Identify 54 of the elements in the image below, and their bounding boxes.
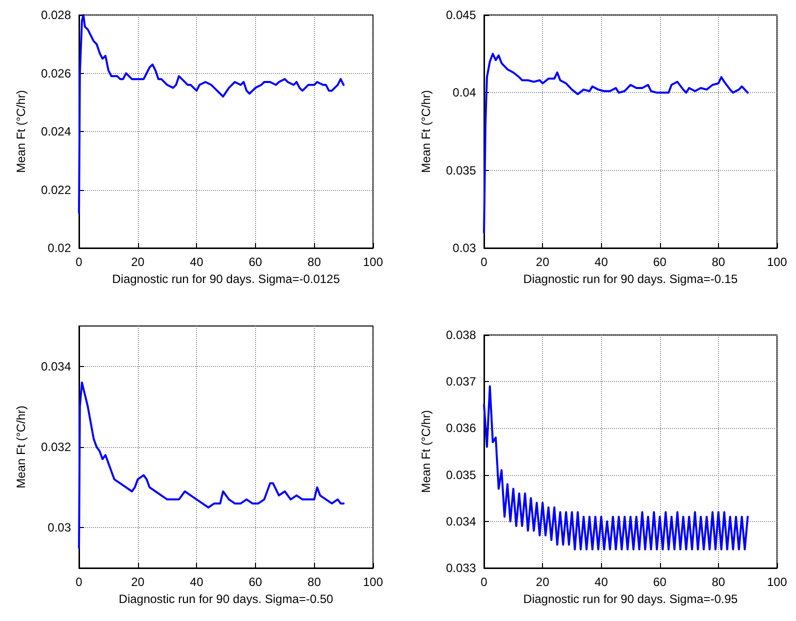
x-tick-label: 60 bbox=[653, 575, 667, 589]
x-tick-label: 20 bbox=[131, 255, 145, 269]
x-tick-label: 80 bbox=[308, 255, 322, 269]
y-tick-label: 0.02 bbox=[48, 241, 72, 255]
x-tick-label: 80 bbox=[308, 575, 322, 589]
line-series bbox=[78, 14, 345, 214]
y-tick-label: 0.034 bbox=[40, 359, 72, 374]
y-tick-label: 0.028 bbox=[40, 8, 72, 22]
y-axis-title: Mean Ft (°C/hr) bbox=[14, 406, 28, 488]
line-series bbox=[483, 385, 749, 550]
x-tick-label: 0 bbox=[480, 575, 488, 589]
y-axis-title: Mean Ft (°C/hr) bbox=[419, 410, 433, 493]
x-tick-label: 40 bbox=[190, 575, 204, 589]
line-series bbox=[483, 52, 749, 234]
y-tick-label: 0.045 bbox=[446, 8, 476, 22]
x-tick-label: 100 bbox=[362, 575, 384, 589]
y-tick-label: 0.038 bbox=[446, 328, 476, 342]
y-tick-label: 0.036 bbox=[446, 421, 476, 436]
x-tick-label: 20 bbox=[536, 255, 550, 269]
y-tick-label: 0.032 bbox=[40, 440, 72, 454]
y-tick-label: 0.037 bbox=[446, 374, 476, 389]
x-tick-label: 40 bbox=[594, 575, 608, 589]
x-tick-label: 100 bbox=[766, 575, 788, 589]
y-tick-label: 0.03 bbox=[48, 520, 72, 535]
y-tick-label: 0.033 bbox=[446, 561, 476, 575]
x-axis-title: Diagnostic run for 90 days. Sigma=-0.50 bbox=[118, 592, 334, 606]
x-tick-label: 80 bbox=[712, 255, 726, 269]
y-axis-title: Mean Ft (°C/hr) bbox=[419, 90, 433, 173]
x-tick-label: 40 bbox=[594, 255, 608, 269]
x-axis-title: Diagnostic run for 90 days. Sigma=-0.95 bbox=[523, 592, 738, 606]
line-series bbox=[78, 381, 345, 549]
x-axis-title: Diagnostic run for 90 days. Sigma=-0.0125 bbox=[112, 272, 340, 286]
y-tick-label: 0.026 bbox=[40, 66, 72, 80]
x-tick-label: 60 bbox=[248, 575, 262, 589]
y-axis-title: Mean Ft (°C/hr) bbox=[14, 90, 28, 173]
x-tick-label: 80 bbox=[712, 575, 726, 589]
x-tick-label: 60 bbox=[248, 255, 262, 269]
x-tick-label: 60 bbox=[653, 255, 667, 269]
x-tick-label: 40 bbox=[190, 255, 204, 269]
x-tick-label: 0 bbox=[480, 255, 488, 269]
x-axis-title: Diagnostic run for 90 days. Sigma=-0.15 bbox=[523, 272, 738, 286]
y-tick-label: 0.035 bbox=[446, 468, 476, 482]
y-tick-label: 0.03 bbox=[452, 241, 476, 255]
y-tick-label: 0.024 bbox=[40, 124, 72, 138]
x-tick-label: 0 bbox=[76, 255, 83, 269]
x-tick-label: 0 bbox=[76, 575, 83, 589]
y-tick-label: 0.04 bbox=[452, 86, 476, 100]
x-tick-label: 100 bbox=[362, 255, 384, 269]
x-tick-label: 100 bbox=[766, 255, 788, 269]
y-tick-label: 0.022 bbox=[40, 182, 72, 197]
x-tick-label: 20 bbox=[536, 575, 550, 589]
x-tick-label: 20 bbox=[131, 575, 145, 589]
y-tick-label: 0.035 bbox=[446, 163, 476, 178]
y-tick-label: 0.034 bbox=[446, 514, 476, 528]
